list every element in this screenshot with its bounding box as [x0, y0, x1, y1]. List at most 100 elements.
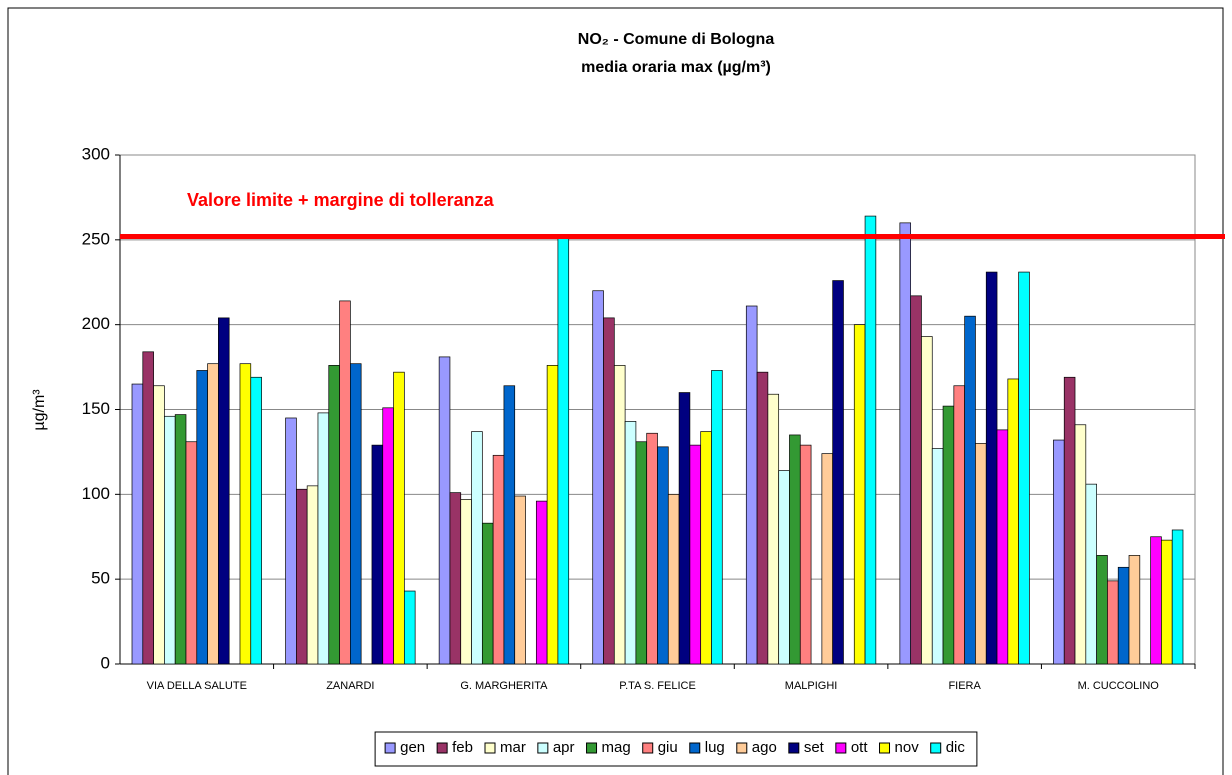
- bar: [285, 417, 297, 665]
- legend-swatch: [642, 742, 654, 754]
- legend-label: ago: [752, 739, 777, 756]
- bar: [953, 385, 965, 665]
- bar: [1171, 529, 1184, 665]
- bar: [1074, 424, 1087, 665]
- bar: [535, 500, 548, 665]
- bar: [142, 351, 154, 665]
- bar: [131, 383, 144, 665]
- bar: [350, 363, 362, 665]
- legend-label: ott: [851, 739, 869, 756]
- x-tick-label: MALPIGHI: [785, 680, 838, 692]
- legend: gen feb mar apr mag giu lug ago set ott nov dic: [374, 731, 978, 767]
- bar: [317, 412, 330, 665]
- bar: [503, 385, 516, 665]
- bar: [985, 271, 998, 665]
- bar: [646, 432, 658, 665]
- legend-label: lug: [705, 739, 725, 756]
- bar: [1161, 539, 1173, 665]
- legend-swatch: [689, 742, 701, 754]
- bar: [603, 317, 615, 665]
- bar: [1007, 378, 1019, 665]
- bar: [592, 290, 604, 665]
- bar: [964, 315, 976, 665]
- bar: [438, 356, 451, 665]
- bar: [778, 470, 790, 665]
- bar: [624, 421, 637, 665]
- bar: [942, 405, 955, 665]
- legend-label: mag: [602, 739, 631, 756]
- legend-label: apr: [553, 739, 575, 756]
- bar: [635, 441, 648, 665]
- bar: [853, 324, 866, 665]
- y-tick-label: 50: [91, 569, 110, 588]
- legend-label: mar: [500, 739, 526, 756]
- y-tick-label: 300: [82, 144, 110, 163]
- bar: [1128, 555, 1141, 665]
- x-tick-label: G. MARGHERITA: [460, 680, 548, 692]
- bar: [393, 371, 405, 665]
- bar: [899, 222, 912, 665]
- legend-swatch: [930, 742, 942, 754]
- bar: [196, 370, 208, 665]
- bar: [864, 215, 877, 665]
- reference-label: Valore limite + margine di tolleranza: [187, 190, 495, 210]
- bar: [460, 499, 472, 665]
- bar: [382, 407, 394, 665]
- bar: [250, 376, 262, 665]
- bar: [821, 453, 834, 665]
- chart-title: NO₂ - Comune di Bologna: [578, 31, 775, 48]
- legend-label: nov: [895, 739, 920, 756]
- bar: [239, 363, 252, 665]
- bar: [296, 488, 308, 665]
- bar: [1096, 555, 1108, 665]
- legend-label: gen: [400, 739, 425, 756]
- bar: [711, 370, 723, 665]
- x-tick-label: M. CUCCOLINO: [1078, 680, 1160, 692]
- bar: [767, 393, 780, 665]
- bar: [700, 431, 712, 665]
- bar: [371, 444, 384, 665]
- bar: [832, 280, 844, 665]
- bar: [1117, 566, 1130, 665]
- bar: [174, 414, 187, 665]
- bar: [218, 317, 230, 665]
- y-tick-label: 150: [82, 399, 110, 418]
- y-tick-label: 250: [82, 229, 110, 248]
- bar: [657, 446, 669, 665]
- bar: [613, 365, 626, 665]
- bar: [789, 434, 801, 665]
- legend-swatch: [484, 742, 496, 754]
- bar: [931, 448, 944, 665]
- y-tick-label: 100: [82, 484, 110, 503]
- bar: [1085, 483, 1097, 665]
- bar: [306, 485, 319, 665]
- bar: [207, 363, 219, 665]
- bar: [153, 385, 165, 665]
- bar: [678, 392, 691, 665]
- legend-swatch: [788, 742, 800, 754]
- bar: [689, 444, 702, 665]
- x-tick-label: FIERA: [948, 680, 981, 692]
- y-axis-label: µg/m³: [31, 389, 48, 431]
- bar: [910, 295, 922, 665]
- bar: [339, 300, 351, 665]
- x-tick-label: ZANARDI: [326, 680, 374, 692]
- legend-label: set: [804, 739, 825, 756]
- bar: [403, 590, 416, 665]
- bar: [471, 431, 483, 665]
- x-tick-label: VIA DELLA SALUTE: [147, 680, 247, 692]
- bar: [449, 492, 462, 665]
- bar: [756, 371, 769, 665]
- bar: [799, 444, 812, 665]
- bar: [975, 443, 987, 665]
- bar: [557, 237, 570, 665]
- legend-swatch: [835, 742, 847, 754]
- legend-swatch: [586, 742, 598, 754]
- legend-label: feb: [452, 739, 473, 756]
- bar: [1107, 580, 1119, 665]
- bar: [1063, 376, 1076, 665]
- legend-swatch: [436, 742, 448, 754]
- legend-box: [374, 731, 978, 767]
- bar: [546, 365, 559, 665]
